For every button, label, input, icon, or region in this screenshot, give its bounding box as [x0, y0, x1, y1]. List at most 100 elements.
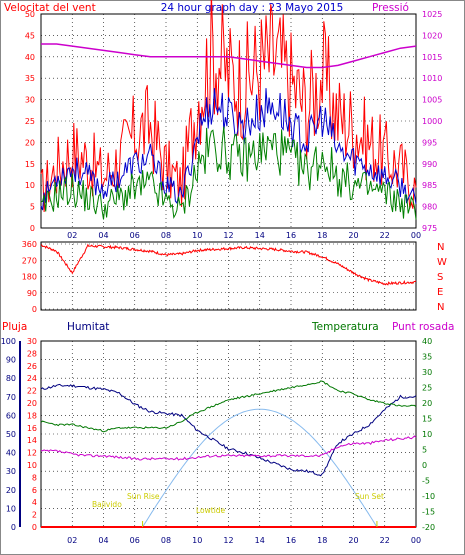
temp-x-tick-label: 10: [192, 536, 202, 545]
rain-tick-label: 22: [27, 387, 37, 396]
temperature-tick-label: 20: [422, 399, 432, 408]
temp-x-tick-label: 06: [130, 536, 140, 545]
rain-tick-label: 20: [27, 399, 37, 408]
rain-tick-label: 30: [27, 337, 37, 346]
wind-tick-label: 15: [25, 160, 35, 169]
temperature-tick-label: 40: [422, 337, 432, 346]
pressure-tick-label: 1000: [422, 117, 442, 126]
rain-tick-label: 26: [27, 362, 37, 371]
wind-tick-label: 40: [25, 53, 35, 62]
direction-line: [40, 243, 417, 286]
temperature-axis: -20 -15 -10 -5 0 5 10 15 20 25 30 35 40: [422, 337, 435, 532]
wind-tick-label: 50: [25, 10, 35, 19]
direction-panel-grid: [41, 243, 417, 310]
wind-x-tick-label: 04: [98, 231, 108, 240]
compass-label: E: [437, 287, 443, 298]
sun-annotation-label: Bajivido: [92, 500, 122, 509]
legend-humidity: Humitat: [67, 321, 109, 333]
pressure-tick-label: 985: [422, 181, 437, 190]
humidity-tick-label: 0: [11, 523, 16, 532]
rain-tick-label: 24: [27, 374, 37, 383]
rain-tick-label: 28: [27, 349, 37, 358]
temp-x-tick-label: 18: [317, 536, 327, 545]
wind-x-tick-label: 08: [161, 231, 171, 240]
wind-x-tick-label: 18: [317, 231, 327, 240]
temp-humidity-lines: [40, 380, 417, 528]
humidity-axis: 0 10 20 30 40 50 60 70 80 90 100: [1, 337, 21, 532]
temperature-tick-label: 35: [422, 353, 432, 362]
humidity-tick-label: 100: [1, 337, 16, 346]
wind-x-tick-label: 12: [223, 231, 233, 240]
temperature-line: [40, 380, 417, 433]
rain-tick-label: 8: [32, 473, 37, 482]
compass-label: W: [437, 257, 447, 268]
wind-x-tick-label: 00: [411, 231, 421, 240]
wind-tick-label: 5: [30, 203, 35, 212]
humidity-tick-label: 90: [6, 356, 16, 365]
rain-tick-label: 10: [27, 461, 37, 470]
wind-speed-line: [40, 88, 417, 211]
wind-tick-label: 10: [25, 181, 35, 190]
direction-tick-label: 360: [22, 240, 37, 249]
wind-tick-label: 45: [25, 31, 35, 40]
temperature-tick-label: 5: [422, 446, 427, 455]
direction-series-line: [40, 243, 417, 286]
temperature-tick-label: 25: [422, 384, 432, 393]
sun-annotation-label: Sun Set: [355, 492, 384, 501]
temperature-tick-label: -20: [422, 523, 435, 532]
sun-annotations: Bajivido Sun Rise Lowtide Sun Set: [92, 492, 384, 527]
temperature-tick-label: 0: [422, 461, 427, 470]
direction-axis: 0 90 180 270 360: [22, 240, 37, 314]
wind-speed-title: Velocitat del vent: [4, 2, 96, 14]
sun-annotation-label: Lowtide: [196, 506, 226, 515]
pressure-tick-label: 1010: [422, 74, 442, 83]
pressure-line: [41, 43, 417, 69]
humidity-tick-label: 80: [6, 374, 16, 383]
humidity-tick-label: 10: [6, 504, 16, 513]
direction-tick-label: 180: [22, 273, 37, 282]
rain-tick-label: 0: [32, 523, 37, 532]
temp-x-tick-label: 20: [348, 536, 358, 545]
pressure-title: Pressió: [372, 2, 409, 14]
wind-pressure-lines: [40, 0, 417, 220]
pressure-tick-label: 980: [422, 203, 437, 212]
temp-panel-x-axis: 02 04 06 08 10 12 14 16 18 20 22 00: [67, 536, 421, 545]
sun-annotation-label: Sun Rise: [127, 492, 160, 501]
sun-curve: [142, 408, 378, 528]
wind-x-tick-label: 22: [380, 231, 390, 240]
pressure-tick-label: 1020: [422, 31, 442, 40]
humidity-tick-label: 20: [6, 486, 16, 495]
pressure-tick-label: 1005: [422, 96, 442, 105]
wind-tick-label: 35: [25, 74, 35, 83]
temperature-tick-label: 15: [422, 415, 432, 424]
compass-label: N: [437, 302, 444, 313]
temperature-tick-label: -10: [422, 492, 435, 501]
legend-rain: Pluja: [2, 321, 27, 333]
temp-x-tick-label: 12: [223, 536, 233, 545]
temperature-tick-label: -15: [422, 508, 435, 517]
temp-x-tick-label: 02: [67, 536, 77, 545]
wind-x-tick-label: 06: [130, 231, 140, 240]
wind-speed-axis: 0 5 10 15 20 25 30 35 40 45 50: [25, 10, 35, 233]
rain-tick-label: 16: [27, 424, 37, 433]
rain-tick-label: 2: [32, 511, 37, 520]
pressure-tick-label: 975: [422, 224, 437, 233]
rain-tick-label: 4: [32, 498, 37, 507]
humidity-line: [40, 383, 417, 477]
temp-x-tick-label: 04: [98, 536, 108, 545]
pressure-tick-label: 995: [422, 138, 437, 147]
rain-tick-label: 6: [32, 486, 37, 495]
temperature-tick-label: 10: [422, 430, 432, 439]
wind-panel-x-axis: 02 04 06 08 10 12 14 16 18 20 22 00: [67, 231, 421, 240]
wind-tick-label: 25: [25, 117, 35, 126]
wind-tick-label: 20: [25, 138, 35, 147]
legend-temperature: Temperatura: [311, 321, 379, 333]
direction-tick-label: 90: [27, 289, 37, 298]
